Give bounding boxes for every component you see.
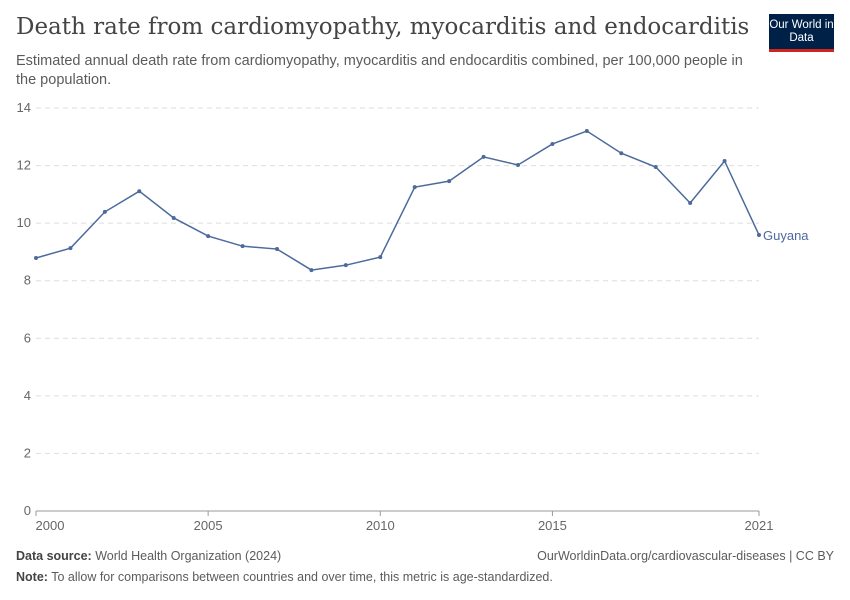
x-tick-label: 2010 <box>366 518 395 533</box>
source-text[interactable]: World Health Organization (2024) <box>95 549 282 563</box>
y-tick-label: 2 <box>24 445 31 460</box>
data-point <box>447 179 452 184</box>
data-point <box>412 185 417 190</box>
x-tick-label: 2005 <box>194 518 223 533</box>
y-tick-label: 14 <box>17 100 31 115</box>
y-tick-label: 12 <box>17 158 31 173</box>
y-tick-label: 0 <box>24 503 31 518</box>
data-point <box>722 158 727 163</box>
data-point <box>206 234 211 239</box>
logo-text: Our World in Data <box>769 19 834 44</box>
series-label: Guyana <box>763 228 809 243</box>
data-source: Data source: World Health Organization (… <box>16 549 281 563</box>
x-tick-label: 2000 <box>36 518 65 533</box>
data-point <box>309 268 314 273</box>
data-point <box>34 255 38 260</box>
y-tick-label: 6 <box>24 330 31 345</box>
x-tick-label: 2021 <box>745 518 774 533</box>
data-point <box>516 162 520 167</box>
note-text: To allow for comparisons between countri… <box>51 570 553 584</box>
data-point <box>757 232 761 237</box>
y-tick-label: 10 <box>17 215 31 230</box>
source-label: Data source: <box>16 549 92 563</box>
data-point <box>343 263 348 268</box>
x-tick-label: 2015 <box>538 518 567 533</box>
y-tick-label: 4 <box>24 388 31 403</box>
owid-logo[interactable]: Our World in Data <box>769 14 834 52</box>
data-point <box>171 215 176 220</box>
data-point <box>68 246 73 251</box>
chart-title: Death rate from cardiomyopathy, myocardi… <box>16 14 750 40</box>
data-point <box>481 154 486 159</box>
chart-subtitle: Estimated annual death rate from cardiom… <box>16 53 743 88</box>
data-point <box>619 151 624 156</box>
data-point <box>653 165 658 170</box>
data-point <box>550 141 555 146</box>
data-point <box>275 247 279 252</box>
note: Note: To allow for comparisons between c… <box>16 570 553 584</box>
series-line <box>35 130 760 271</box>
source-url[interactable]: OurWorldinData.org/cardiovascular-diseas… <box>537 549 834 563</box>
data-point <box>240 244 245 249</box>
data-point <box>378 255 383 260</box>
data-point <box>137 189 142 194</box>
y-tick-label: 8 <box>24 273 31 288</box>
data-point <box>102 209 107 214</box>
data-point <box>688 200 693 205</box>
note-label: Note: <box>16 570 48 584</box>
data-point <box>584 129 589 134</box>
